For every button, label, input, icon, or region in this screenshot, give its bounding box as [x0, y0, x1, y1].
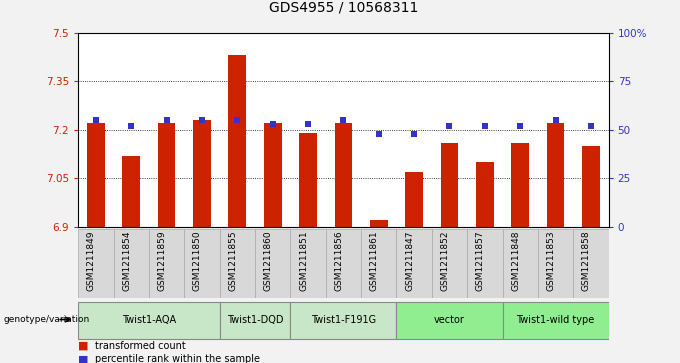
- Text: GSM1211850: GSM1211850: [193, 231, 202, 291]
- Bar: [370, 220, 388, 227]
- Bar: [511, 143, 529, 227]
- Text: GSM1211849: GSM1211849: [87, 231, 96, 291]
- Text: GSM1211854: GSM1211854: [122, 231, 131, 291]
- Text: GSM1211859: GSM1211859: [158, 231, 167, 291]
- Text: GSM1211858: GSM1211858: [582, 231, 591, 291]
- Text: GSM1211856: GSM1211856: [335, 231, 343, 291]
- Bar: [122, 156, 140, 227]
- Text: GSM1211848: GSM1211848: [511, 231, 520, 291]
- Bar: [299, 133, 317, 227]
- Bar: [149, 229, 184, 298]
- Bar: [538, 229, 573, 298]
- Point: [161, 117, 172, 123]
- Bar: [547, 123, 564, 227]
- Bar: [573, 229, 609, 298]
- Text: GSM1211851: GSM1211851: [299, 231, 308, 291]
- Text: GSM1211861: GSM1211861: [370, 231, 379, 291]
- Text: ■: ■: [78, 340, 88, 351]
- Text: ■: ■: [78, 354, 88, 363]
- Text: genotype/variation: genotype/variation: [3, 315, 90, 324]
- Text: GSM1211857: GSM1211857: [476, 231, 485, 291]
- Text: Twist1-AQA: Twist1-AQA: [122, 314, 176, 325]
- Text: GSM1211855: GSM1211855: [228, 231, 237, 291]
- Text: Twist1-wild type: Twist1-wild type: [516, 314, 595, 325]
- Text: GSM1211852: GSM1211852: [441, 231, 449, 291]
- Bar: [582, 146, 600, 227]
- Bar: [432, 229, 467, 298]
- Bar: [476, 162, 494, 227]
- Bar: [78, 302, 220, 339]
- Bar: [503, 302, 609, 339]
- Bar: [255, 229, 290, 298]
- Bar: [264, 123, 282, 227]
- Bar: [220, 302, 290, 339]
- Point: [585, 123, 596, 129]
- Point: [267, 121, 278, 127]
- Point: [338, 117, 349, 123]
- Text: Twist1-DQD: Twist1-DQD: [226, 314, 284, 325]
- Text: GSM1211847: GSM1211847: [405, 231, 414, 291]
- Bar: [78, 229, 114, 298]
- Point: [197, 117, 207, 123]
- Bar: [503, 229, 538, 298]
- Bar: [290, 302, 396, 339]
- Text: transformed count: transformed count: [95, 340, 186, 351]
- Bar: [405, 172, 423, 227]
- Bar: [326, 229, 361, 298]
- Text: GDS4955 / 10568311: GDS4955 / 10568311: [269, 0, 418, 15]
- Text: GSM1211853: GSM1211853: [547, 231, 556, 291]
- Point: [373, 131, 384, 136]
- Bar: [335, 123, 352, 227]
- Point: [303, 121, 313, 127]
- Bar: [290, 229, 326, 298]
- Point: [550, 117, 561, 123]
- Bar: [441, 143, 458, 227]
- Bar: [396, 302, 503, 339]
- Text: Twist1-F191G: Twist1-F191G: [311, 314, 376, 325]
- Point: [90, 117, 101, 123]
- Point: [232, 117, 243, 123]
- Bar: [396, 229, 432, 298]
- Bar: [228, 55, 246, 227]
- Text: vector: vector: [434, 314, 465, 325]
- Point: [126, 123, 137, 129]
- Point: [515, 123, 526, 129]
- Bar: [193, 120, 211, 227]
- Bar: [361, 229, 396, 298]
- Bar: [467, 229, 503, 298]
- Point: [444, 123, 455, 129]
- Text: percentile rank within the sample: percentile rank within the sample: [95, 354, 260, 363]
- Bar: [184, 229, 220, 298]
- Text: GSM1211860: GSM1211860: [264, 231, 273, 291]
- Point: [479, 123, 490, 129]
- Bar: [87, 123, 105, 227]
- Bar: [158, 123, 175, 227]
- Bar: [114, 229, 149, 298]
- Point: [409, 131, 420, 136]
- Bar: [220, 229, 255, 298]
